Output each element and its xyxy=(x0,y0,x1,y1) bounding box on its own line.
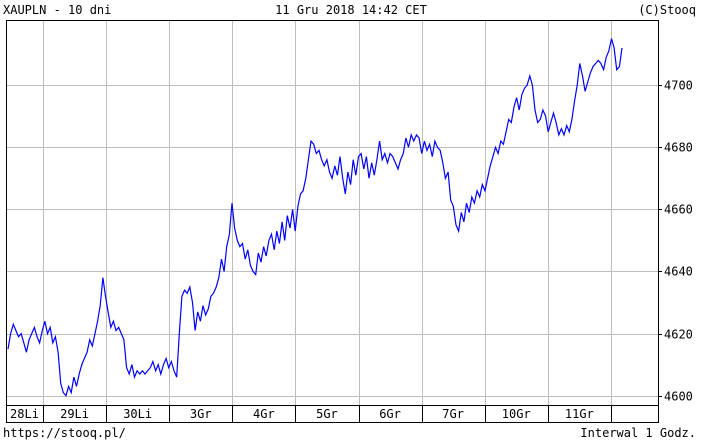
y-tick-label: 4680 xyxy=(664,141,693,155)
y-tick-label: 4640 xyxy=(664,265,693,279)
x-tick-label: 30Li xyxy=(123,407,152,421)
chart-timestamp: 11 Gru 2018 14:42 CET xyxy=(275,3,427,17)
y-tick-label: 4700 xyxy=(664,79,693,93)
copyright-label: (C)Stooq xyxy=(638,3,696,17)
source-link[interactable]: https://stooq.pl/ xyxy=(3,426,126,440)
x-tick-label: 28Li xyxy=(10,407,39,421)
y-tick-label: 4660 xyxy=(664,203,693,217)
interval-label: Interwal 1 Godz. xyxy=(580,426,696,440)
x-tick-label: 29Li xyxy=(60,407,89,421)
plot-border xyxy=(6,20,659,423)
plot-frame xyxy=(6,20,659,423)
x-tick-label: 3Gr xyxy=(190,407,212,421)
grid-lines xyxy=(6,20,662,422)
x-tick-label: 6Gr xyxy=(379,407,401,421)
x-tick-label: 10Gr xyxy=(502,407,531,421)
y-axis-labels: 4600 4620 4640 4660 4680 4700 xyxy=(664,79,693,404)
chart-title: XAUPLN - 10 dni xyxy=(3,3,112,17)
x-tick-label: 7Gr xyxy=(442,407,464,421)
x-tick-label: 5Gr xyxy=(316,407,338,421)
x-tick-label: 4Gr xyxy=(253,407,275,421)
x-tick-label: 11Gr xyxy=(565,407,594,421)
x-axis-labels: 28Li 29Li 30Li 3Gr 4Gr 5Gr 6Gr 7Gr 10Gr 11Gr xyxy=(10,407,594,421)
price-series-line xyxy=(7,38,623,397)
y-tick-label: 4620 xyxy=(664,328,693,342)
y-tick-label: 4600 xyxy=(664,390,693,404)
